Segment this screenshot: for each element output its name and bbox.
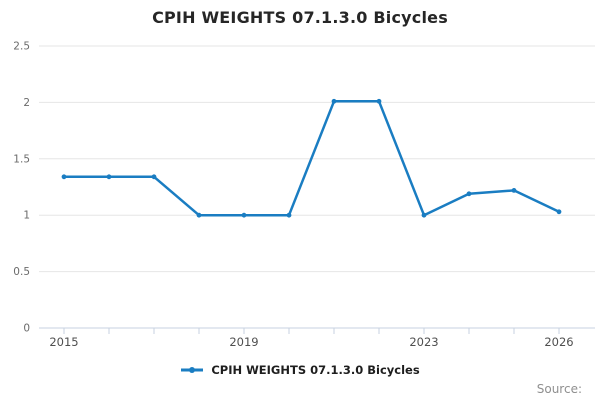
data-point-marker — [61, 174, 67, 180]
data-point-marker — [466, 191, 472, 197]
x-axis-tick-label: 2019 — [229, 335, 258, 349]
data-point-marker — [421, 212, 427, 218]
legend: CPIH WEIGHTS 07.1.3.0 Bicycles — [0, 363, 600, 377]
legend-item[interactable]: CPIH WEIGHTS 07.1.3.0 Bicycles — [180, 363, 420, 377]
series-line — [62, 100, 561, 217]
legend-line-marker-icon — [181, 367, 204, 373]
data-point-marker — [151, 174, 157, 180]
y-axis-tick-label: 0 — [23, 323, 30, 335]
y-axis-tick-label: 0.5 — [13, 266, 30, 278]
source-label: Source: — [536, 382, 582, 396]
y-axis-tick-label: 1 — [23, 210, 30, 222]
legend-label: CPIH WEIGHTS 07.1.3.0 Bicycles — [211, 363, 420, 377]
data-point-marker — [241, 212, 247, 218]
data-point-marker — [376, 98, 382, 104]
x-axis-tick-label: 2026 — [544, 335, 573, 349]
data-point-marker — [286, 212, 292, 218]
data-point-marker — [556, 209, 562, 215]
data-point-marker — [511, 188, 517, 193]
y-axis-tick-label: 2 — [23, 97, 30, 109]
y-axis-tick-label: 2.5 — [13, 41, 30, 53]
line-chart-canvas: 0 0.5 1 1.5 2 2.5 2015 2019 2023 2026 — [13, 41, 595, 349]
data-point-marker — [331, 98, 337, 104]
data-point-marker — [196, 212, 202, 218]
x-axis-tick-label: 2015 — [49, 335, 78, 349]
data-point-marker — [106, 174, 112, 180]
x-axis-tick-label: 2023 — [409, 335, 438, 349]
y-axis-tick-label: 1.5 — [13, 153, 30, 165]
chart-title: CPIH WEIGHTS 07.1.3.0 Bicycles — [152, 8, 448, 27]
